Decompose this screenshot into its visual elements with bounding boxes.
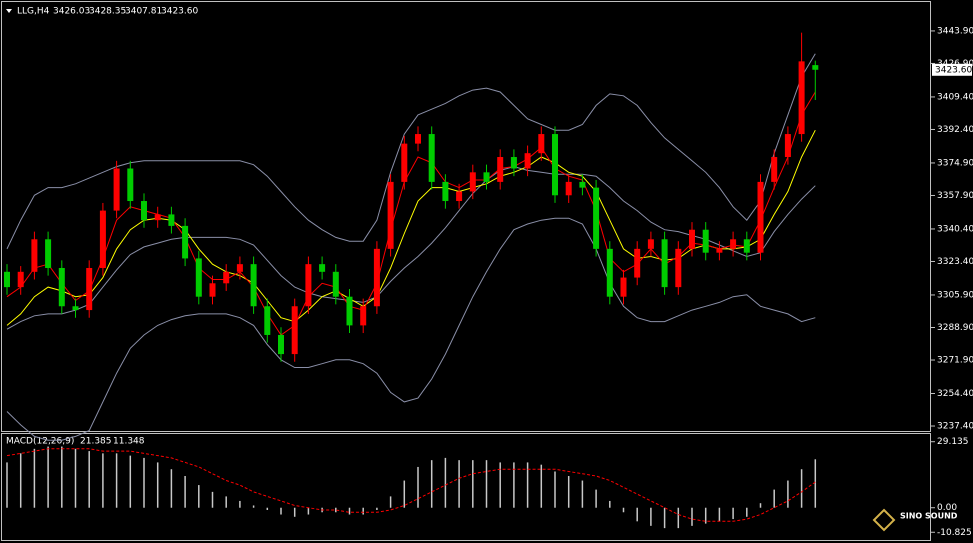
- y-tick-label: 3323.40: [937, 257, 973, 267]
- candle-body: [620, 277, 627, 297]
- signal-value: 11.348: [113, 437, 145, 447]
- candle-body: [593, 187, 600, 249]
- y-tick-label: 3288.90: [937, 323, 973, 333]
- candle-body: [31, 239, 38, 272]
- candle-body: [278, 334, 284, 355]
- y-tick-label: 3374.90: [937, 158, 973, 168]
- y-tick-label: 3254.40: [937, 389, 973, 399]
- macd-panel-border: [1, 433, 931, 541]
- y-tick-label: 29.135: [937, 437, 969, 447]
- candle-body: [99, 210, 106, 268]
- signal-line: [6, 448, 816, 522]
- candle-body: [784, 134, 791, 158]
- candle-body: [113, 168, 120, 211]
- candle-body: [510, 157, 517, 169]
- candle-body: [45, 239, 52, 268]
- candle-body: [716, 248, 723, 253]
- candle-body: [483, 172, 490, 182]
- candle-body: [360, 306, 367, 326]
- candle-body: [812, 65, 819, 70]
- candle-body: [195, 258, 202, 297]
- candle-body: [730, 239, 737, 249]
- candle-body: [291, 306, 298, 355]
- candle-body: [415, 134, 421, 144]
- price-panel-border: [1, 1, 931, 432]
- candle-body: [250, 264, 257, 307]
- candle-body: [757, 181, 764, 253]
- candle-body: [127, 168, 134, 202]
- last-price-label: 3423.60: [935, 65, 972, 75]
- candle-body: [401, 143, 408, 182]
- candle-body: [771, 157, 778, 182]
- candle-body: [565, 181, 572, 196]
- y-tick-label: 0.00: [937, 503, 957, 513]
- candle-body: [552, 134, 558, 196]
- candle-body: [387, 181, 394, 249]
- macd-value: 21.385: [80, 437, 112, 447]
- candle-body: [264, 306, 271, 335]
- indicator-line: [6, 217, 816, 441]
- header-low: 3407.81: [125, 7, 162, 17]
- candle-body: [497, 157, 504, 182]
- candle-body: [798, 61, 805, 135]
- logo: SINO SOUND: [872, 508, 958, 532]
- logo-mark: [872, 508, 896, 532]
- y-tick-label: 3357.90: [937, 191, 973, 201]
- y-tick-label: -10.825: [937, 528, 972, 538]
- candle-body: [168, 214, 175, 226]
- candle-body: [469, 172, 476, 192]
- last-price-box: [932, 63, 972, 76]
- indicator-line: [6, 53, 816, 250]
- candle-body: [634, 248, 641, 278]
- y-tick-label: 3237.40: [937, 422, 973, 432]
- candle-body: [689, 229, 695, 249]
- candle-body: [675, 248, 682, 288]
- candle-body: [236, 264, 243, 272]
- candle-body: [538, 134, 545, 154]
- candle-body: [305, 264, 312, 307]
- candle-body: [743, 239, 750, 253]
- candle-body: [428, 134, 435, 182]
- candle-body: [223, 271, 230, 284]
- candle-body: [182, 225, 189, 259]
- candle-body: [647, 239, 654, 249]
- candle-body: [442, 181, 449, 202]
- y-tick-label: 3409.40: [937, 92, 973, 102]
- candle-body: [524, 153, 531, 169]
- candle-body: [4, 271, 10, 288]
- candle-body: [702, 229, 709, 253]
- candle-body: [661, 239, 668, 288]
- candle-body: [17, 271, 24, 288]
- candle-body: [456, 191, 463, 202]
- candle-body: [209, 283, 216, 297]
- candle-body: [346, 296, 353, 326]
- y-tick-label: 3305.90: [937, 290, 973, 300]
- candle-body: [606, 248, 613, 297]
- indicator-line: [6, 166, 816, 330]
- header-high: 3428.35: [89, 7, 126, 17]
- y-tick-label: 3443.90: [937, 26, 973, 36]
- candle-body: [86, 267, 93, 311]
- y-tick-label: 3340.40: [937, 224, 973, 234]
- candle-body: [58, 267, 65, 307]
- candle-body: [332, 271, 339, 297]
- candle-body: [154, 214, 161, 221]
- y-tick-label: 3392.40: [937, 125, 973, 135]
- macd-title: MACD(12,26,9): [6, 437, 74, 447]
- logo-text: SINO SOUND: [900, 512, 958, 521]
- candle-body: [319, 264, 326, 272]
- candle-body: [579, 181, 586, 188]
- candle-body: [141, 201, 147, 221]
- symbol: LLG,H4: [17, 7, 50, 17]
- menu-arrow: [6, 9, 12, 13]
- header-close: 3423.60: [161, 7, 198, 17]
- candle-body: [373, 248, 380, 307]
- y-tick-label: 3271.90: [937, 356, 973, 366]
- candle-body: [72, 306, 79, 311]
- header-open: 3426.03: [53, 7, 90, 17]
